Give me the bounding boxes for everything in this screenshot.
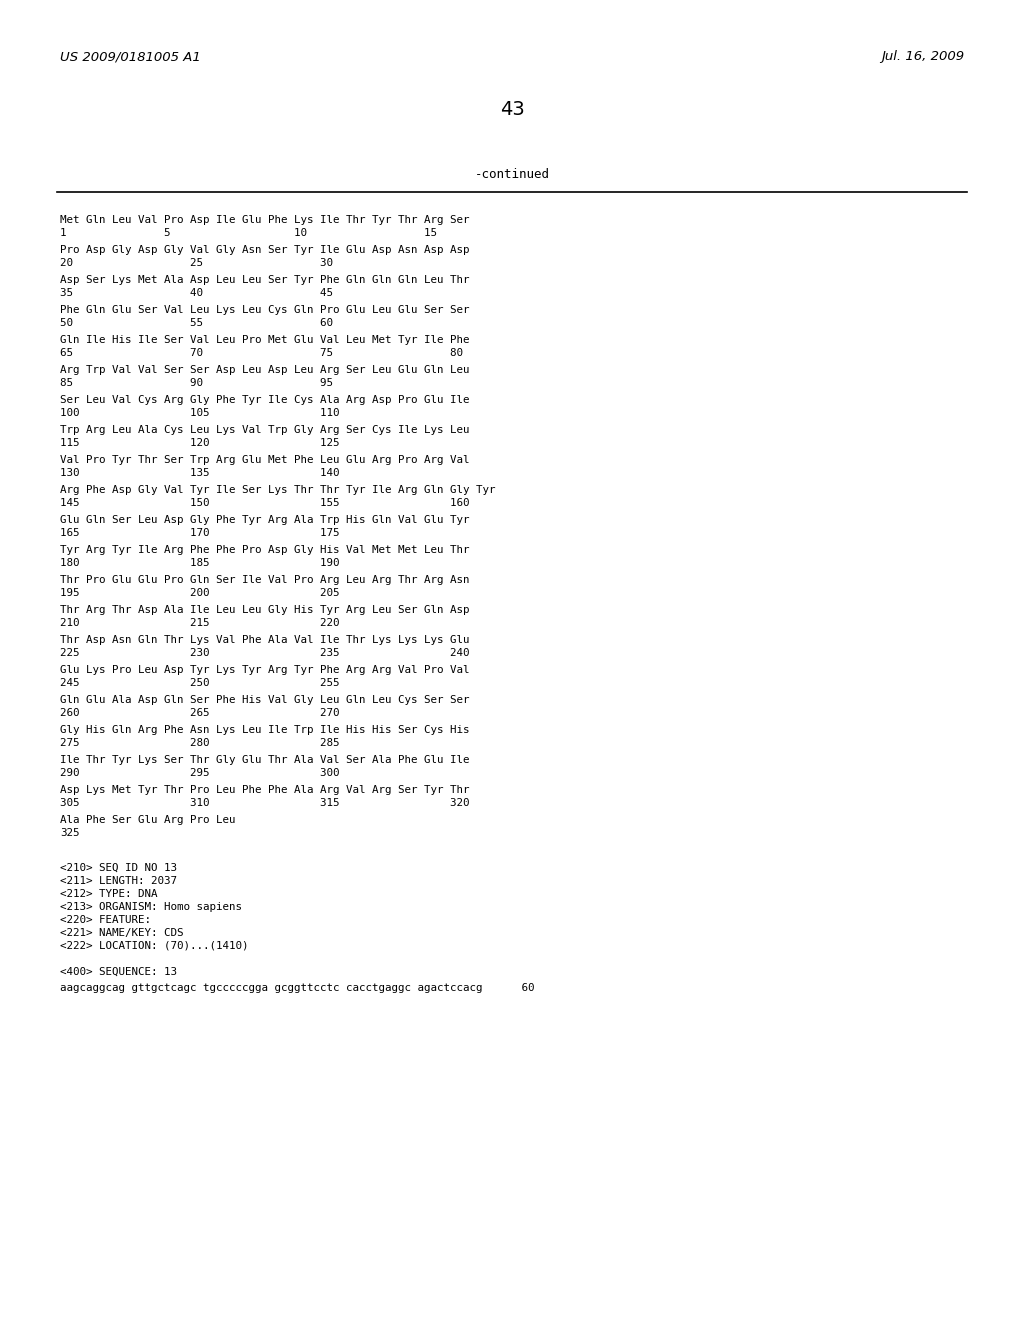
Text: 145                 150                 155                 160: 145 150 155 160 bbox=[60, 498, 469, 508]
Text: Phe Gln Glu Ser Val Leu Lys Leu Cys Gln Pro Glu Leu Glu Ser Ser: Phe Gln Glu Ser Val Leu Lys Leu Cys Gln … bbox=[60, 305, 469, 315]
Text: Pro Asp Gly Asp Gly Val Gly Asn Ser Tyr Ile Glu Asp Asn Asp Asp: Pro Asp Gly Asp Gly Val Gly Asn Ser Tyr … bbox=[60, 246, 469, 255]
Text: Asp Lys Met Tyr Thr Pro Leu Phe Phe Ala Arg Val Arg Ser Tyr Thr: Asp Lys Met Tyr Thr Pro Leu Phe Phe Ala … bbox=[60, 785, 469, 795]
Text: 20                  25                  30: 20 25 30 bbox=[60, 257, 333, 268]
Text: 85                  90                  95: 85 90 95 bbox=[60, 378, 333, 388]
Text: 305                 310                 315                 320: 305 310 315 320 bbox=[60, 799, 469, 808]
Text: Gln Glu Ala Asp Gln Ser Phe His Val Gly Leu Gln Leu Cys Ser Ser: Gln Glu Ala Asp Gln Ser Phe His Val Gly … bbox=[60, 696, 469, 705]
Text: 245                 250                 255: 245 250 255 bbox=[60, 678, 340, 688]
Text: <212> TYPE: DNA: <212> TYPE: DNA bbox=[60, 888, 158, 899]
Text: 210                 215                 220: 210 215 220 bbox=[60, 618, 340, 628]
Text: Jul. 16, 2009: Jul. 16, 2009 bbox=[881, 50, 964, 63]
Text: 130                 135                 140: 130 135 140 bbox=[60, 469, 340, 478]
Text: 260                 265                 270: 260 265 270 bbox=[60, 708, 340, 718]
Text: Ala Phe Ser Glu Arg Pro Leu: Ala Phe Ser Glu Arg Pro Leu bbox=[60, 814, 236, 825]
Text: 115                 120                 125: 115 120 125 bbox=[60, 438, 340, 447]
Text: 165                 170                 175: 165 170 175 bbox=[60, 528, 340, 539]
Text: <222> LOCATION: (70)...(1410): <222> LOCATION: (70)...(1410) bbox=[60, 941, 249, 950]
Text: Glu Lys Pro Leu Asp Tyr Lys Tyr Arg Tyr Phe Arg Arg Val Pro Val: Glu Lys Pro Leu Asp Tyr Lys Tyr Arg Tyr … bbox=[60, 665, 469, 675]
Text: Arg Trp Val Val Ser Ser Asp Leu Asp Leu Arg Ser Leu Glu Gln Leu: Arg Trp Val Val Ser Ser Asp Leu Asp Leu … bbox=[60, 366, 469, 375]
Text: 225                 230                 235                 240: 225 230 235 240 bbox=[60, 648, 469, 657]
Text: Gly His Gln Arg Phe Asn Lys Leu Ile Trp Ile His His Ser Cys His: Gly His Gln Arg Phe Asn Lys Leu Ile Trp … bbox=[60, 725, 469, 735]
Text: Trp Arg Leu Ala Cys Leu Lys Val Trp Gly Arg Ser Cys Ile Lys Leu: Trp Arg Leu Ala Cys Leu Lys Val Trp Gly … bbox=[60, 425, 469, 436]
Text: aagcaggcag gttgctcagc tgcccccgga gcggttcctc cacctgaggc agactccacg      60: aagcaggcag gttgctcagc tgcccccgga gcggttc… bbox=[60, 983, 535, 993]
Text: 50                  55                  60: 50 55 60 bbox=[60, 318, 333, 327]
Text: 65                  70                  75                  80: 65 70 75 80 bbox=[60, 348, 463, 358]
Text: US 2009/0181005 A1: US 2009/0181005 A1 bbox=[60, 50, 201, 63]
Text: Gln Ile His Ile Ser Val Leu Pro Met Glu Val Leu Met Tyr Ile Phe: Gln Ile His Ile Ser Val Leu Pro Met Glu … bbox=[60, 335, 469, 345]
Text: 275                 280                 285: 275 280 285 bbox=[60, 738, 340, 748]
Text: Thr Arg Thr Asp Ala Ile Leu Leu Gly His Tyr Arg Leu Ser Gln Asp: Thr Arg Thr Asp Ala Ile Leu Leu Gly His … bbox=[60, 605, 469, 615]
Text: <220> FEATURE:: <220> FEATURE: bbox=[60, 915, 151, 925]
Text: Tyr Arg Tyr Ile Arg Phe Phe Pro Asp Gly His Val Met Met Leu Thr: Tyr Arg Tyr Ile Arg Phe Phe Pro Asp Gly … bbox=[60, 545, 469, 554]
Text: Ser Leu Val Cys Arg Gly Phe Tyr Ile Cys Ala Arg Asp Pro Glu Ile: Ser Leu Val Cys Arg Gly Phe Tyr Ile Cys … bbox=[60, 395, 469, 405]
Text: Thr Asp Asn Gln Thr Lys Val Phe Ala Val Ile Thr Lys Lys Lys Glu: Thr Asp Asn Gln Thr Lys Val Phe Ala Val … bbox=[60, 635, 469, 645]
Text: <400> SEQUENCE: 13: <400> SEQUENCE: 13 bbox=[60, 968, 177, 977]
Text: Arg Phe Asp Gly Val Tyr Ile Ser Lys Thr Thr Tyr Ile Arg Gln Gly Tyr: Arg Phe Asp Gly Val Tyr Ile Ser Lys Thr … bbox=[60, 484, 496, 495]
Text: 100                 105                 110: 100 105 110 bbox=[60, 408, 340, 418]
Text: <213> ORGANISM: Homo sapiens: <213> ORGANISM: Homo sapiens bbox=[60, 902, 242, 912]
Text: <211> LENGTH: 2037: <211> LENGTH: 2037 bbox=[60, 876, 177, 886]
Text: 195                 200                 205: 195 200 205 bbox=[60, 587, 340, 598]
Text: 43: 43 bbox=[500, 100, 524, 119]
Text: 1               5                   10                  15: 1 5 10 15 bbox=[60, 228, 437, 238]
Text: <221> NAME/KEY: CDS: <221> NAME/KEY: CDS bbox=[60, 928, 183, 939]
Text: Val Pro Tyr Thr Ser Trp Arg Glu Met Phe Leu Glu Arg Pro Arg Val: Val Pro Tyr Thr Ser Trp Arg Glu Met Phe … bbox=[60, 455, 469, 465]
Text: Ile Thr Tyr Lys Ser Thr Gly Glu Thr Ala Val Ser Ala Phe Glu Ile: Ile Thr Tyr Lys Ser Thr Gly Glu Thr Ala … bbox=[60, 755, 469, 766]
Text: Glu Gln Ser Leu Asp Gly Phe Tyr Arg Ala Trp His Gln Val Glu Tyr: Glu Gln Ser Leu Asp Gly Phe Tyr Arg Ala … bbox=[60, 515, 469, 525]
Text: 290                 295                 300: 290 295 300 bbox=[60, 768, 340, 777]
Text: 325: 325 bbox=[60, 828, 80, 838]
Text: Asp Ser Lys Met Ala Asp Leu Leu Ser Tyr Phe Gln Gln Gln Leu Thr: Asp Ser Lys Met Ala Asp Leu Leu Ser Tyr … bbox=[60, 275, 469, 285]
Text: 35                  40                  45: 35 40 45 bbox=[60, 288, 333, 298]
Text: Met Gln Leu Val Pro Asp Ile Glu Phe Lys Ile Thr Tyr Thr Arg Ser: Met Gln Leu Val Pro Asp Ile Glu Phe Lys … bbox=[60, 215, 469, 224]
Text: Thr Pro Glu Glu Pro Gln Ser Ile Val Pro Arg Leu Arg Thr Arg Asn: Thr Pro Glu Glu Pro Gln Ser Ile Val Pro … bbox=[60, 576, 469, 585]
Text: -continued: -continued bbox=[474, 168, 550, 181]
Text: 180                 185                 190: 180 185 190 bbox=[60, 558, 340, 568]
Text: <210> SEQ ID NO 13: <210> SEQ ID NO 13 bbox=[60, 863, 177, 873]
